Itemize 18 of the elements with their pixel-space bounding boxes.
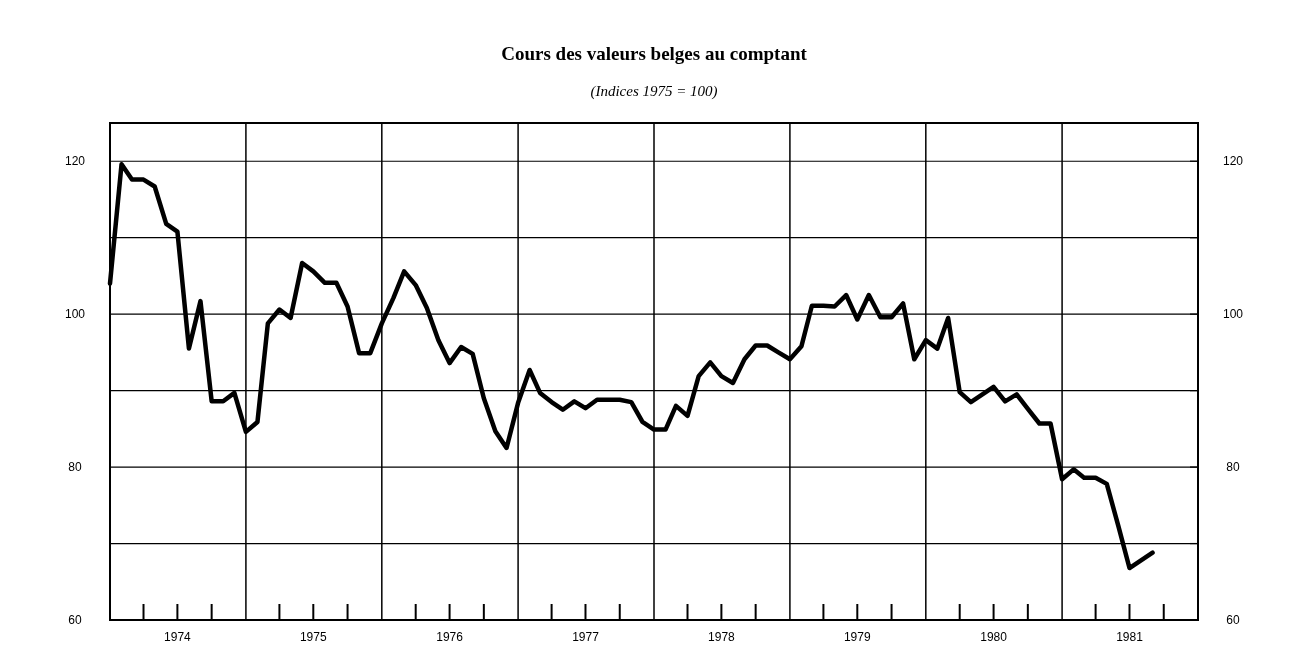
x-tick-label: 1981 bbox=[1116, 630, 1144, 644]
x-tick-label: 1980 bbox=[980, 630, 1008, 644]
y-tick-label: 60 bbox=[68, 613, 82, 627]
x-tick-label: 1975 bbox=[299, 630, 327, 644]
y-tick-label: 80 bbox=[68, 460, 82, 475]
y2-tick-label: 80 bbox=[1226, 460, 1240, 475]
x-tick-label: 1976 bbox=[436, 630, 464, 644]
x-tick-label: 1977 bbox=[572, 630, 600, 644]
x-tick-label: 1979 bbox=[843, 630, 871, 644]
y2-tick-label: 120 bbox=[1222, 154, 1244, 169]
x-tick-label: 1978 bbox=[708, 630, 736, 644]
y-tick-label: 120 bbox=[64, 154, 86, 169]
y-tick-label: 100 bbox=[64, 307, 86, 322]
y2-tick-label: 60 bbox=[1226, 613, 1240, 627]
x-tick-label: 1974 bbox=[164, 630, 192, 644]
chart-subtitle: (Indices 1975 = 100) bbox=[590, 83, 718, 100]
chart-title: Cours des valeurs belges au comptant bbox=[501, 43, 808, 64]
y2-tick-label: 100 bbox=[1222, 307, 1244, 322]
